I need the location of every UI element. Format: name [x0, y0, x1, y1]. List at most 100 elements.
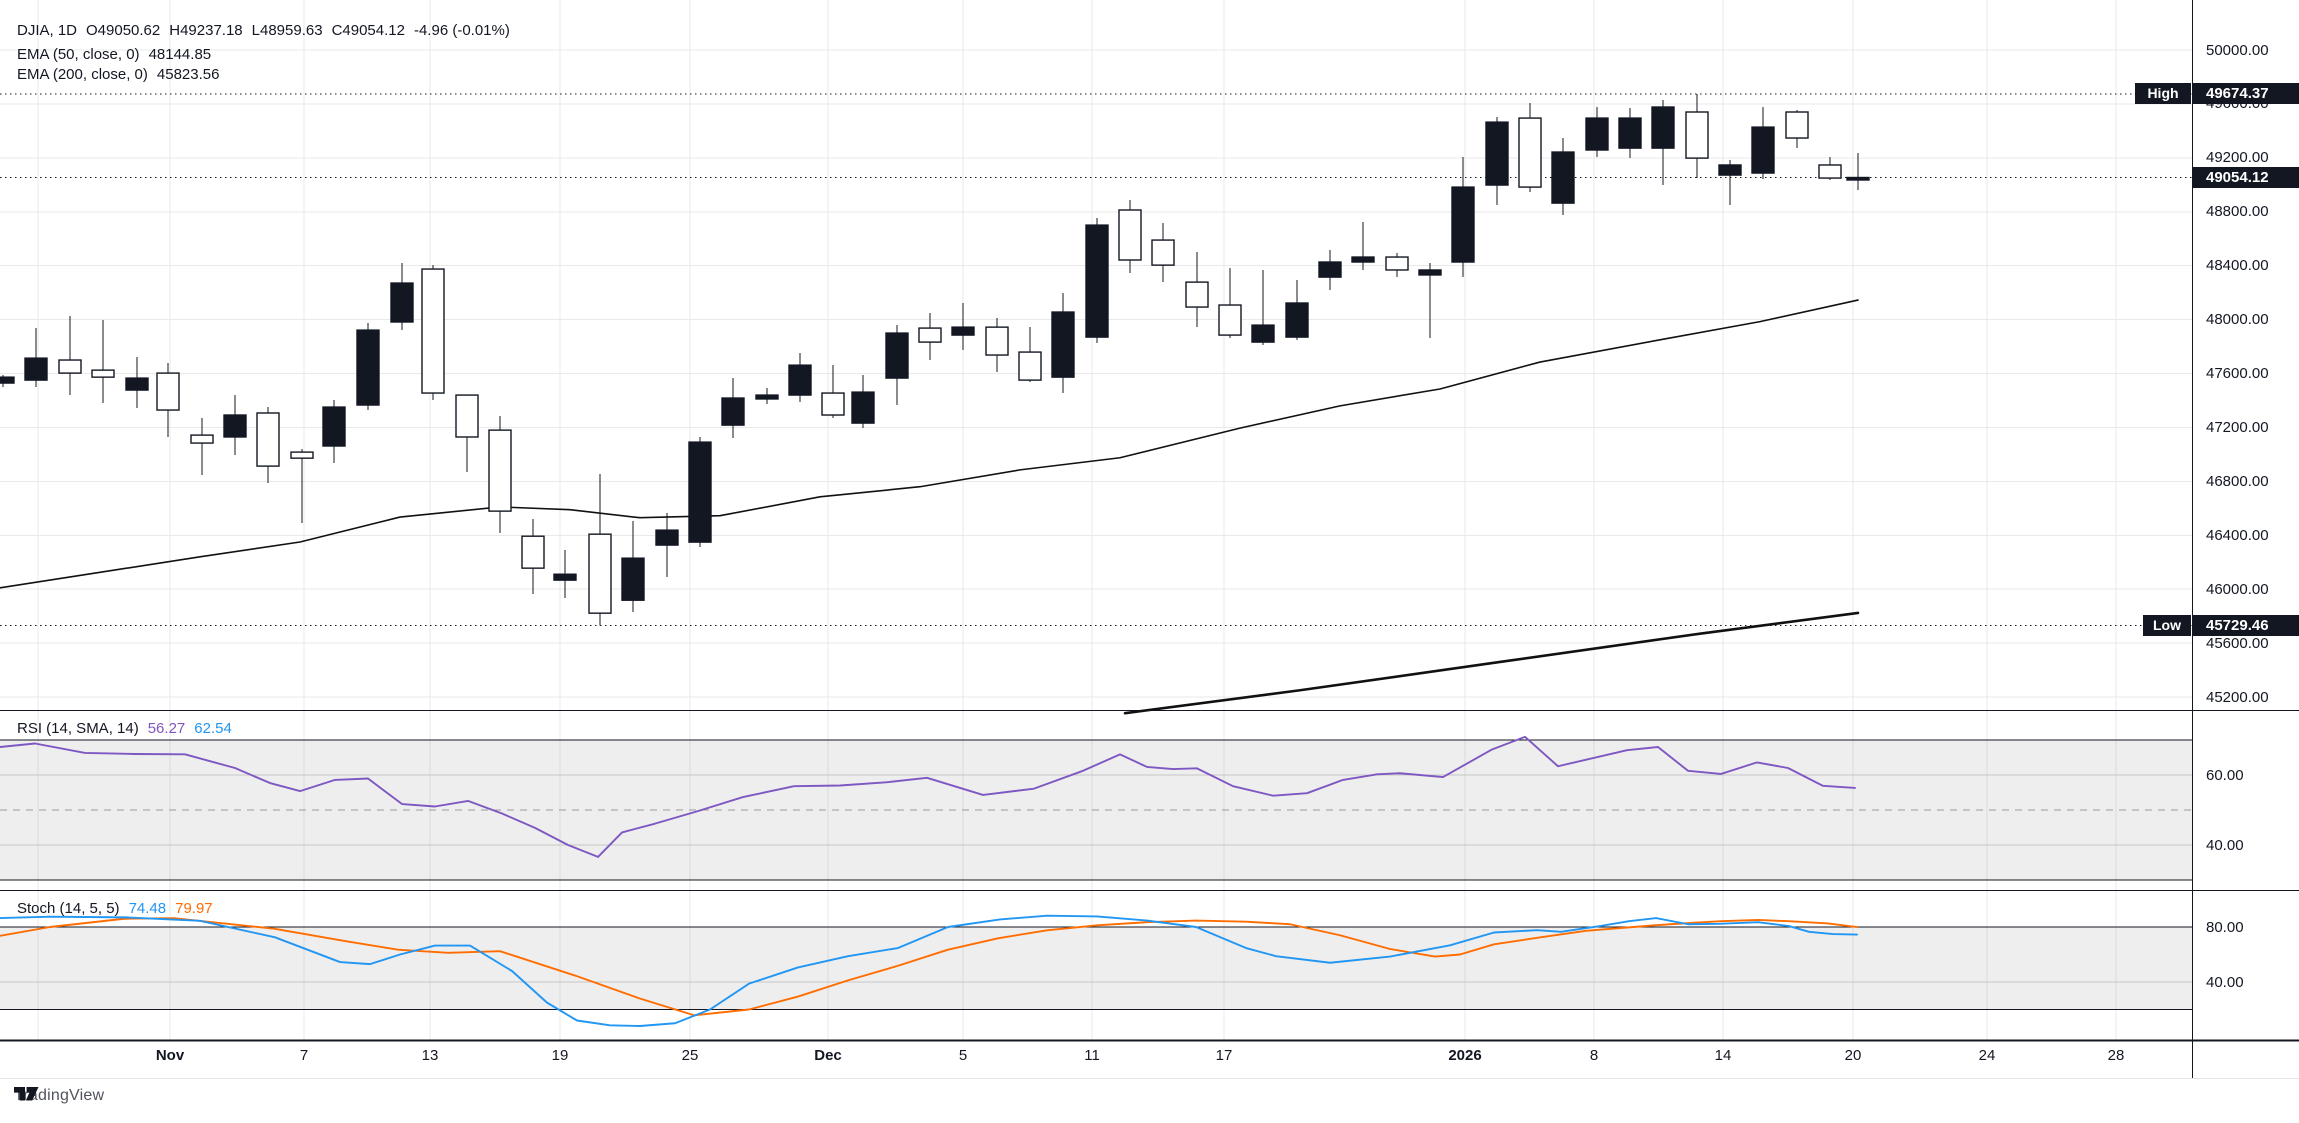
- candle-body: [755, 394, 779, 400]
- time-axis-label: 7: [299, 1047, 309, 1064]
- candle-body: [553, 573, 577, 581]
- candle-body: [0, 376, 15, 384]
- price-badge: 45729.46: [2193, 615, 2299, 637]
- candle-body: [588, 533, 612, 614]
- candle-body: [1451, 186, 1475, 263]
- stoch-axis-label: 40.00: [2206, 973, 2244, 991]
- candle-body: [421, 268, 445, 394]
- ema200-line: [1123, 611, 1860, 715]
- price-axis-label: 48400.00: [2206, 257, 2269, 275]
- candle-body: [256, 412, 280, 467]
- price-axis-label: 48000.00: [2206, 311, 2269, 329]
- candle-body: [1251, 324, 1275, 343]
- time-axis-label: Dec: [814, 1047, 842, 1064]
- time-axis-label: 8: [1589, 1047, 1599, 1064]
- candle-body: [1485, 121, 1509, 186]
- candle-body: [1285, 302, 1309, 338]
- candle-body: [1551, 151, 1575, 204]
- candle-body: [390, 282, 414, 323]
- candle-body: [322, 406, 346, 447]
- ohlc-close: C49054.12: [331, 22, 405, 39]
- candle-body: [1518, 117, 1542, 188]
- time-axis-label: 19: [551, 1047, 569, 1064]
- stoch-k-line: [0, 914, 1858, 1027]
- candle-body: [455, 394, 479, 438]
- candle-body: [1585, 117, 1609, 151]
- candle-body: [1318, 261, 1342, 278]
- candle-body: [1685, 111, 1709, 159]
- ohlc-open: O49050.62: [86, 22, 161, 39]
- high-tag: High: [2135, 83, 2191, 105]
- candle-body: [125, 377, 149, 391]
- rsi-legend[interactable]: RSI (14, SMA, 14) 56.27 62.54: [17, 719, 232, 738]
- ema50-legend-title[interactable]: EMA (50, close, 0): [17, 46, 140, 63]
- price-axis-label: 47200.00: [2206, 418, 2269, 436]
- stoch-d-value: 79.97: [175, 900, 213, 917]
- candle-body: [223, 414, 247, 438]
- price-axis-label: 46800.00: [2206, 472, 2269, 490]
- rsi-axis-label: 40.00: [2206, 836, 2244, 854]
- price-axis-label: 50000.00: [2206, 41, 2269, 59]
- ohlc-high: H49237.18: [169, 22, 243, 39]
- rsi-axis-label: 60.00: [2206, 766, 2244, 784]
- candle-body: [1151, 239, 1175, 266]
- time-axis-label: 20: [1844, 1047, 1862, 1064]
- candle-body: [1185, 281, 1209, 308]
- candle-body: [1351, 256, 1375, 263]
- rsi-line: [0, 735, 1856, 858]
- ema200-legend-title[interactable]: EMA (200, close, 0): [17, 66, 148, 83]
- price-axis-label: 49200.00: [2206, 149, 2269, 167]
- stoch-band: [0, 927, 2192, 1010]
- symbol-title[interactable]: DJIA, 1D: [17, 22, 78, 39]
- candle-body: [290, 451, 314, 459]
- low-tag: Low: [2143, 615, 2191, 637]
- stoch-legend-title[interactable]: Stoch (14, 5, 5): [17, 900, 120, 917]
- ema50-legend-value: 48144.85: [148, 46, 212, 63]
- candle-body: [91, 369, 115, 378]
- candle-body: [788, 364, 812, 396]
- candle-body: [655, 529, 679, 546]
- candle-body: [821, 392, 845, 416]
- candle-body: [621, 557, 645, 601]
- time-axis-label: 28: [2107, 1047, 2125, 1064]
- time-axis-label: 2026: [1448, 1047, 1482, 1064]
- ema200-legend[interactable]: EMA (200, close, 0) 45823.56: [17, 65, 219, 84]
- ohlc-low: L48959.63: [251, 22, 323, 39]
- candle-body: [521, 535, 545, 569]
- candle-body: [1718, 164, 1742, 176]
- ema50-line: [0, 299, 1859, 589]
- candle-body: [885, 332, 909, 379]
- candle-body: [1018, 351, 1042, 381]
- candle-body: [1085, 224, 1109, 338]
- tradingview-logo[interactable]: TradingView: [14, 1087, 104, 1105]
- candle-body: [58, 359, 82, 374]
- time-axis-label: 24: [1978, 1047, 1996, 1064]
- time-axis-label: Nov: [155, 1047, 185, 1064]
- stoch-legend[interactable]: Stoch (14, 5, 5) 74.48 79.97: [17, 899, 213, 918]
- ema200-legend-value: 45823.56: [156, 66, 220, 83]
- ema50-legend[interactable]: EMA (50, close, 0) 48144.85: [17, 45, 211, 64]
- stoch-k-value: 74.48: [128, 900, 167, 917]
- candle-body: [851, 391, 875, 424]
- price-axis-label: 46000.00: [2206, 580, 2269, 598]
- time-axis-label: 11: [1084, 1047, 1100, 1064]
- candle-body: [1651, 106, 1675, 149]
- time-axis-label: 25: [681, 1047, 699, 1064]
- candle-body: [1051, 311, 1075, 378]
- candle-body: [688, 441, 712, 543]
- rsi-legend-title[interactable]: RSI (14, SMA, 14): [17, 720, 139, 737]
- price-badge: 49674.37: [2193, 83, 2299, 105]
- candle-body: [951, 326, 975, 336]
- change-value: -4.96 (-0.01%): [413, 22, 510, 39]
- symbol-legend[interactable]: DJIA, 1D O49050.62 H49237.18 L48959.63 C…: [17, 21, 510, 40]
- candle-body: [1618, 117, 1642, 149]
- candle-body: [918, 327, 942, 343]
- price-axis-label: 47600.00: [2206, 365, 2269, 382]
- price-axis-label: 48800.00: [2206, 203, 2269, 221]
- candle-body: [1218, 304, 1242, 336]
- price-axis-label: 46400.00: [2206, 526, 2269, 544]
- candle-body: [1751, 126, 1775, 174]
- time-axis-label: 13: [421, 1047, 439, 1064]
